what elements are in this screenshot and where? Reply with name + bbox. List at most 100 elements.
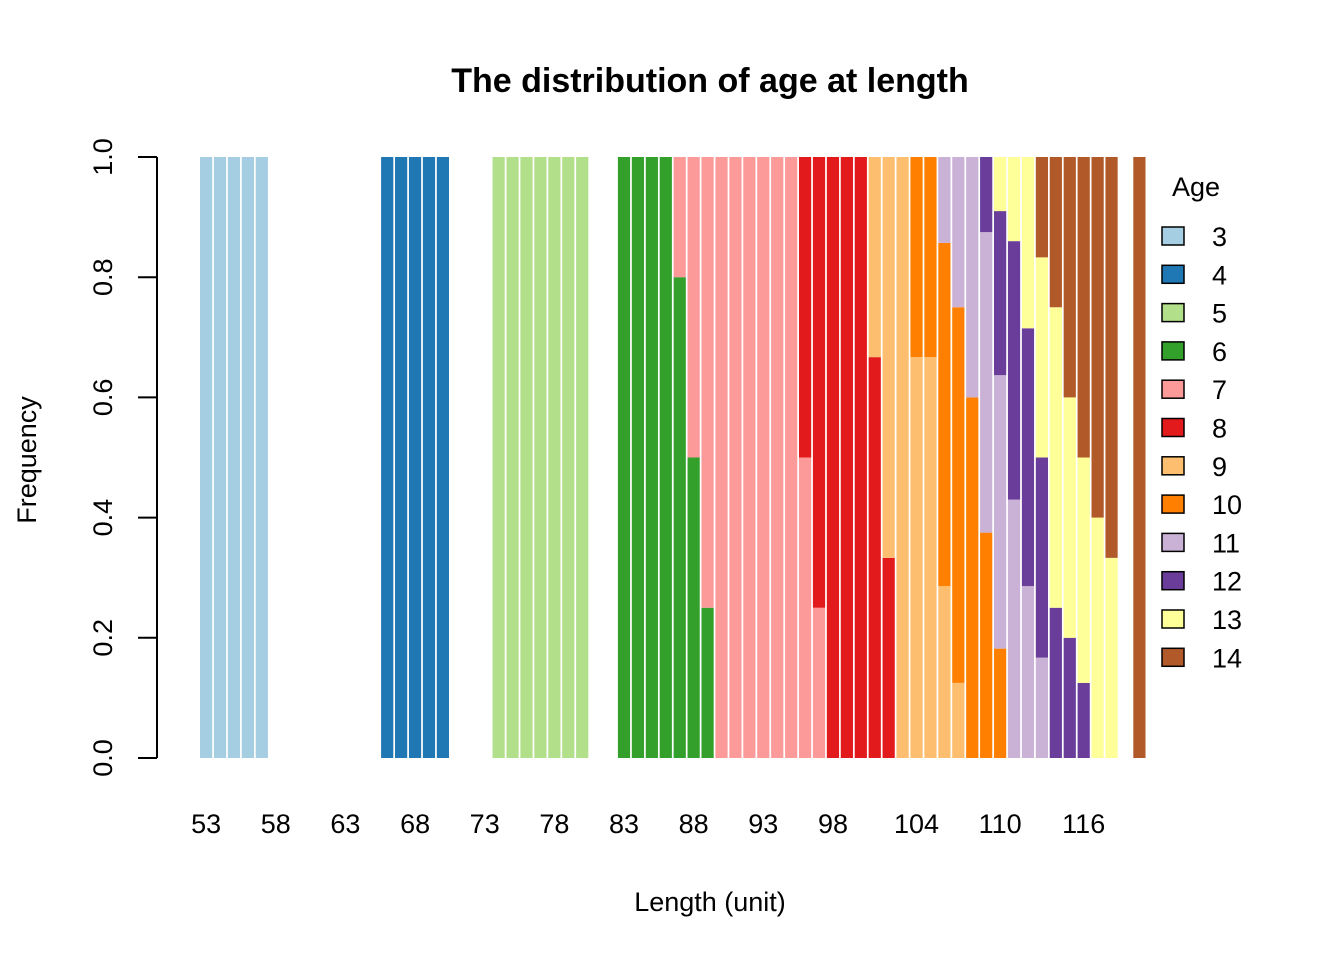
bar-segment-length-92-age-7 [743,157,756,758]
legend-label-age-11: 11 [1212,528,1240,558]
bar-segment-length-117-age-14 [1091,157,1104,518]
bar-segment-length-114-age-13 [1049,307,1062,608]
bar-segment-length-54-age-3 [213,157,227,758]
legend-label-age-6: 6 [1212,337,1227,367]
bar-segment-length-68-age-4 [408,157,422,758]
bar-segment-length-110-age-10 [994,648,1007,758]
bar-segment-length-115-age-12 [1063,637,1076,758]
legend-swatch-age-5 [1161,302,1185,323]
legend-label-age-10: 10 [1212,490,1242,520]
bar-segment-length-112-age-11 [1021,586,1035,758]
chart-title: The distribution of age at length [451,62,969,100]
bar-segment-length-116-age-12 [1077,682,1090,759]
bar-segment-length-106-age-9 [938,586,951,758]
legend-swatch-age-14 [1161,647,1185,668]
bar-segment-length-79-age-5 [562,157,575,758]
x-tick-label: 78 [539,809,569,839]
bar-segment-length-77-age-5 [534,157,547,758]
bar-segment-length-93-age-7 [757,157,770,758]
bar-segment-length-112-age-12 [1021,328,1035,587]
legend-label-age-13: 13 [1212,605,1242,635]
bar-segment-length-108-age-10 [966,397,979,758]
y-tick-label: 0.6 [88,379,118,417]
bar-segment-length-88-age-7 [687,157,700,458]
legend-label-age-4: 4 [1212,260,1227,290]
bar-segment-length-112-age-13 [1021,157,1035,329]
bar-segment-length-102-age-9 [882,157,895,558]
bar-segment-length-84-age-6 [631,157,645,758]
x-tick-label: 63 [330,809,360,839]
bar-segment-length-56-age-3 [241,157,254,758]
y-tick-label: 1.0 [88,138,118,176]
bar-segment-length-105-age-10 [924,157,937,358]
y-axis: 0.0 0.2 0.4 0.6 0.8 1.0 [88,138,158,777]
bar-segment-length-115-age-13 [1063,397,1076,638]
x-tick-label: 116 [1062,809,1105,839]
bar-segment-length-86-age-6 [659,157,672,758]
bar-segment-length-96-age-7 [798,457,812,758]
legend-swatch-age-9 [1161,456,1185,476]
bar-segment-length-67-age-4 [395,157,408,758]
bar-segment-length-111-age-13 [1007,157,1021,242]
bar-segment-length-118-age-13 [1105,557,1118,758]
bar-segment-length-108-age-11 [966,157,979,398]
bar-segment-length-104-age-10 [910,157,923,358]
bar-segment-length-109-age-11 [980,232,993,533]
x-tick-label: 104 [894,809,939,839]
legend-label-age-14: 14 [1212,643,1242,673]
bar-segment-length-87-age-7 [673,157,686,278]
bar-segment-length-69-age-4 [422,157,436,758]
legend-swatch-age-13 [1161,609,1185,629]
bar-segment-length-118-age-14 [1105,157,1118,558]
legend-swatch-age-6 [1161,341,1185,361]
bar-segment-length-95-age-7 [785,157,798,758]
legend-swatch-age-3 [1161,226,1185,246]
bar-segment-length-106-age-11 [938,157,951,243]
legend-swatch-age-8 [1161,417,1185,438]
bar-segment-length-114-age-14 [1049,157,1062,308]
legend-label-age-9: 9 [1212,452,1227,482]
bar-segment-length-115-age-14 [1063,157,1076,398]
bar-segment-length-90-age-7 [715,157,728,758]
bar-segment-length-57-age-3 [255,157,268,758]
bar-segment-length-104-age-9 [910,357,923,758]
bar-segment-length-98-age-8 [826,157,840,758]
bar-segment-length-83-age-6 [617,157,631,758]
bar-segment-length-80-age-5 [576,157,589,758]
bar-segment-length-110-age-12 [994,211,1007,376]
bar-segment-length-100-age-8 [854,157,867,758]
bar-segment-length-85-age-6 [645,157,658,758]
bar-segment-length-75-age-5 [506,157,519,758]
bar-segment-length-53-age-3 [200,157,213,758]
y-axis-label: Frequency [12,396,42,524]
bar-segment-length-66-age-4 [381,157,394,758]
x-tick-label: 83 [609,809,639,839]
x-tick-label: 68 [400,809,430,839]
y-tick-label: 0.2 [88,619,118,657]
legend: Age 3 4 5 6 7 8 9 10 11 12 13 14 [1161,172,1242,673]
bar-segment-length-91-age-7 [729,157,742,758]
legend-label-age-5: 5 [1212,299,1227,329]
bar-segment-length-109-age-12 [980,157,993,233]
bar-segment-length-113-age-14 [1035,157,1048,258]
bar-segment-length-97-age-7 [812,607,826,758]
x-tick-label: 93 [748,809,778,839]
bar-segment-length-117-age-13 [1091,517,1104,758]
y-tick-label: 0.0 [88,739,118,777]
bar-segment-length-76-age-5 [520,157,533,758]
bar-segment-length-107-age-11 [952,157,965,308]
bar-segment-length-116-age-14 [1077,157,1090,458]
bar-segment-length-101-age-8 [868,357,881,758]
bar-segment-length-74-age-5 [492,157,505,758]
bar-segment-length-120-age-14 [1133,157,1146,758]
y-tick-label: 0.8 [88,258,118,296]
bar-segment-length-94-age-7 [771,157,784,758]
bar-segment-length-107-age-9 [952,682,965,759]
bar-segment-length-87-age-6 [673,277,686,758]
bar-segment-length-88-age-6 [687,457,700,758]
bar-segment-length-111-age-11 [1007,499,1021,758]
bar-segment-length-114-age-12 [1049,607,1062,758]
x-tick-label: 53 [191,809,221,839]
bar-segment-length-70-age-4 [436,157,450,758]
bar-segment-length-111-age-12 [1007,241,1021,500]
